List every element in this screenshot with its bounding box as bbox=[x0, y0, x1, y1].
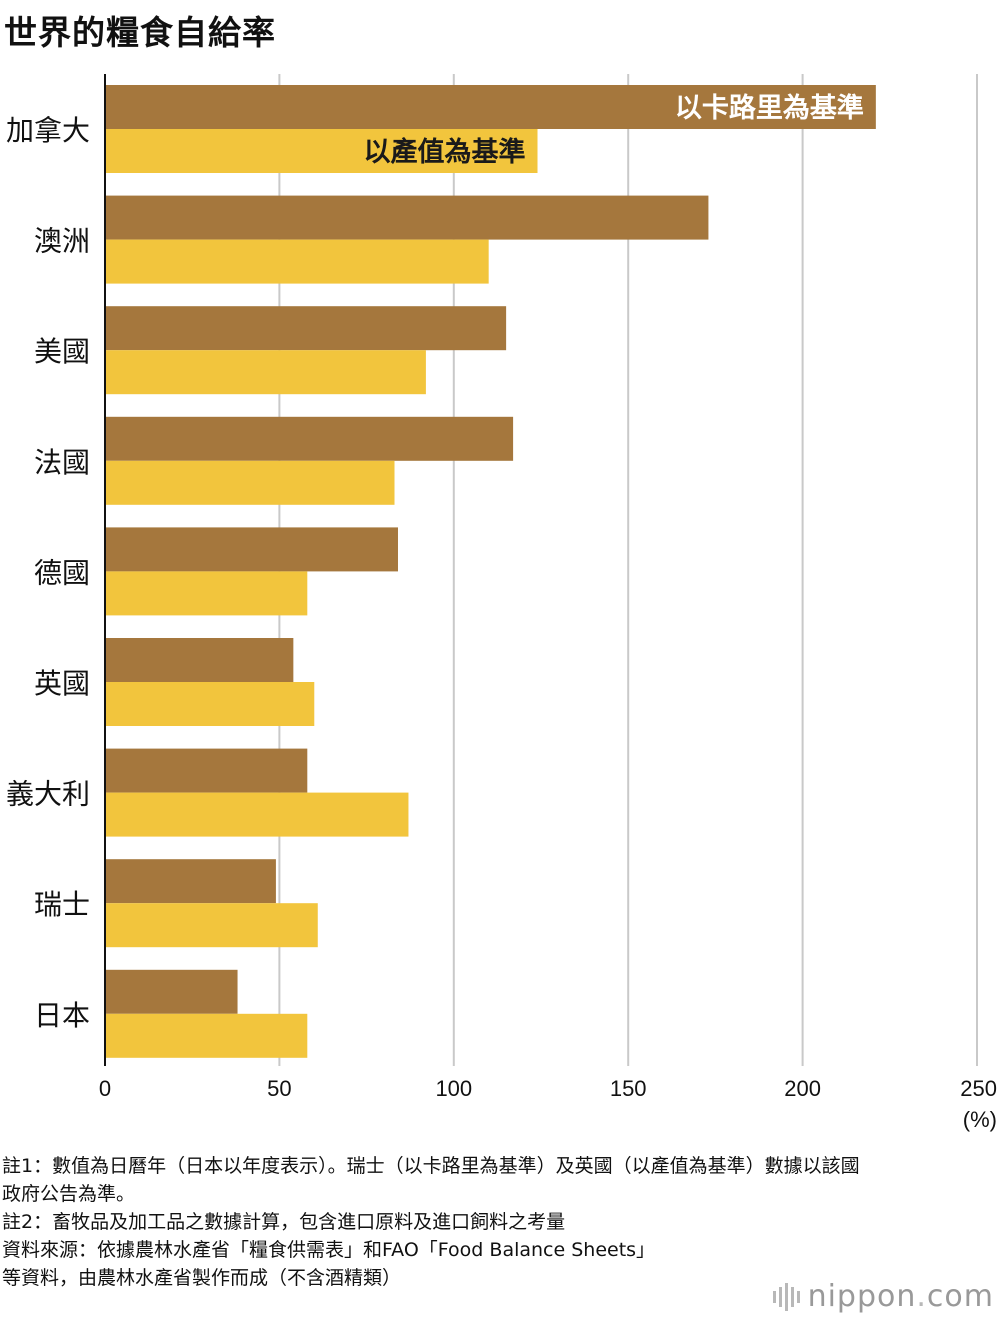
category-label: 法國 bbox=[34, 446, 90, 479]
tick-label: 50 bbox=[267, 1076, 291, 1101]
logo-text: nippon.com bbox=[807, 1279, 994, 1314]
bar bbox=[105, 350, 426, 395]
footnote-line: 註1：數值為日曆年（日本以年度表示）。瑞士（以卡路里為基準）及英國（以產值為基準… bbox=[2, 1155, 860, 1177]
category-label: 瑞士 bbox=[34, 888, 90, 921]
category-label: 加拿大 bbox=[6, 114, 90, 147]
bar bbox=[105, 571, 308, 616]
category-label: 義大利 bbox=[6, 778, 90, 811]
bar bbox=[105, 682, 315, 726]
nippon-logo: nippon.com bbox=[772, 1279, 994, 1314]
bar bbox=[105, 527, 398, 572]
bar bbox=[105, 416, 514, 461]
footnotes: 註1：數值為日曆年（日本以年度表示）。瑞士（以卡路里為基準）及英國（以產值為基準… bbox=[2, 1152, 997, 1292]
tick-label: 150 bbox=[610, 1076, 647, 1101]
category-label: 美國 bbox=[34, 335, 90, 368]
logo-mark-icon bbox=[772, 1282, 800, 1311]
series-label: 以產值為基準 bbox=[364, 136, 526, 168]
unit-label: (%) bbox=[963, 1107, 997, 1132]
tick-label: 100 bbox=[435, 1076, 472, 1101]
series-label: 以卡路里為基準 bbox=[675, 92, 864, 124]
category-label: 澳洲 bbox=[34, 225, 90, 258]
bar bbox=[105, 748, 308, 793]
bar bbox=[105, 85, 876, 129]
bar bbox=[105, 638, 294, 682]
chart-title: 世界的糧食自給率 bbox=[4, 13, 276, 52]
bar bbox=[105, 129, 538, 173]
category-label: 德國 bbox=[34, 556, 90, 589]
bar bbox=[105, 969, 238, 1014]
tick-label: 200 bbox=[784, 1076, 821, 1101]
bar bbox=[105, 903, 318, 948]
footnote-line: 資料來源：依據農林水產省「糧食供需表」和FAO「Food Balance She… bbox=[2, 1239, 656, 1261]
category-label: 日本 bbox=[34, 999, 90, 1032]
tick-label: 250 bbox=[960, 1076, 997, 1101]
footnote-line: 政府公告為準。 bbox=[2, 1183, 136, 1205]
bar bbox=[105, 306, 507, 351]
category-label: 英國 bbox=[34, 667, 90, 700]
bar bbox=[105, 792, 409, 837]
bar bbox=[105, 859, 276, 904]
bar bbox=[105, 239, 489, 284]
footnote-line: 註2：畜牧品及加工品之數據計算，包含進口原料及進口飼料之考量 bbox=[2, 1211, 566, 1233]
bar bbox=[105, 195, 709, 240]
tick-label: 0 bbox=[99, 1076, 111, 1101]
bar bbox=[105, 1013, 308, 1058]
bar bbox=[105, 460, 395, 505]
footnote-line: 等資料，由農林水產省製作而成（不含酒精類） bbox=[2, 1267, 402, 1289]
